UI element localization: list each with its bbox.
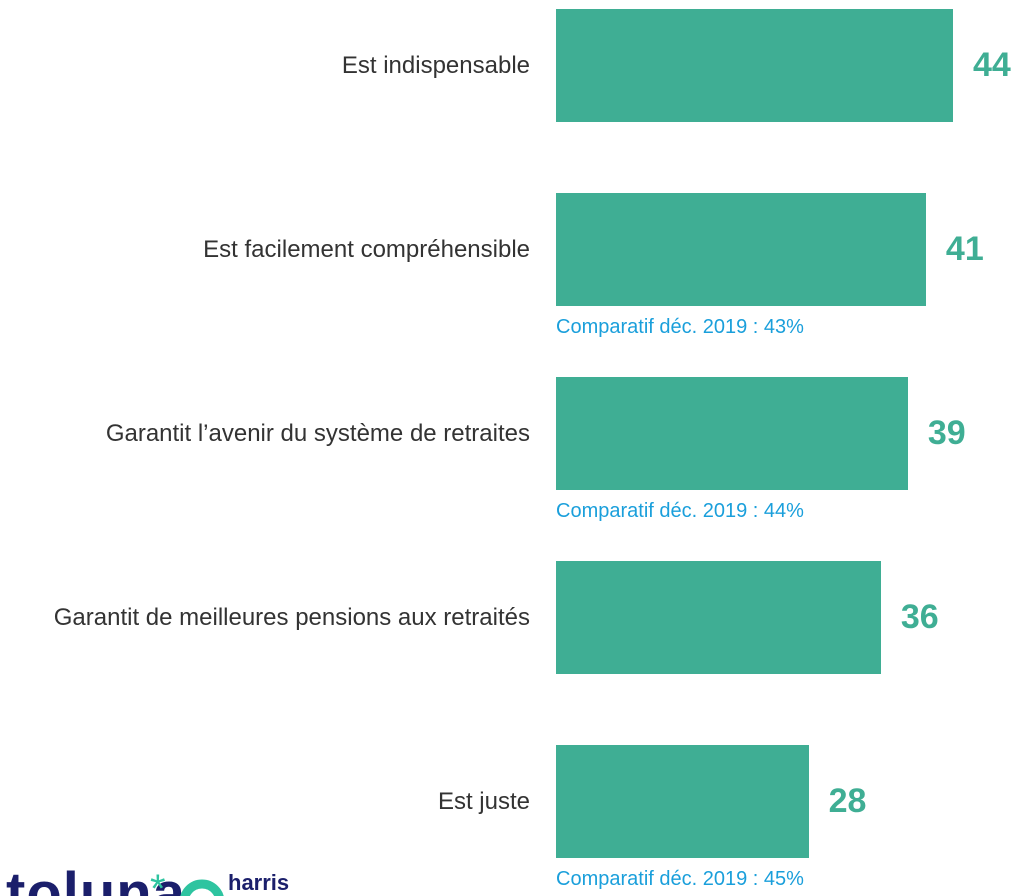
value-label: 44	[973, 45, 1011, 84]
bar	[556, 9, 953, 122]
logo-partner: harris	[228, 870, 290, 895]
value-label: 39	[927, 413, 966, 452]
comparison-note: Comparatif déc. 2019 : 45%	[556, 868, 804, 890]
value-label: 41	[945, 229, 984, 268]
category-text: Est facilement compréhensible	[203, 235, 530, 263]
category-label: Est facilement compréhensible	[10, 193, 530, 306]
category-text: Est indispensable	[341, 51, 530, 79]
comparison-note: Comparatif déc. 2019 : 44%	[556, 500, 804, 522]
category-text: Garantit de meilleures pensions aux retr…	[53, 603, 530, 631]
category-text: Est juste	[437, 787, 530, 815]
svg-text:*: *	[150, 867, 166, 896]
category-label: Est juste	[10, 745, 530, 858]
bar	[556, 745, 809, 858]
category-label: Est indispensable	[10, 9, 530, 122]
bar	[556, 193, 926, 306]
bar	[556, 561, 881, 674]
bar	[556, 377, 908, 490]
logo-brand: toluna	[6, 861, 186, 896]
category-label: Garantit de meilleures pensions aux retr…	[10, 561, 530, 674]
value-label: 36	[900, 597, 939, 636]
category-text: Garantit l’avenir du système de retraite…	[105, 419, 530, 447]
category-label: Garantit l’avenir du système de retraite…	[10, 377, 530, 490]
value-label: 28	[828, 781, 867, 820]
comparison-note: Comparatif déc. 2019 : 43%	[556, 316, 804, 338]
logo-icons: *	[150, 867, 224, 896]
